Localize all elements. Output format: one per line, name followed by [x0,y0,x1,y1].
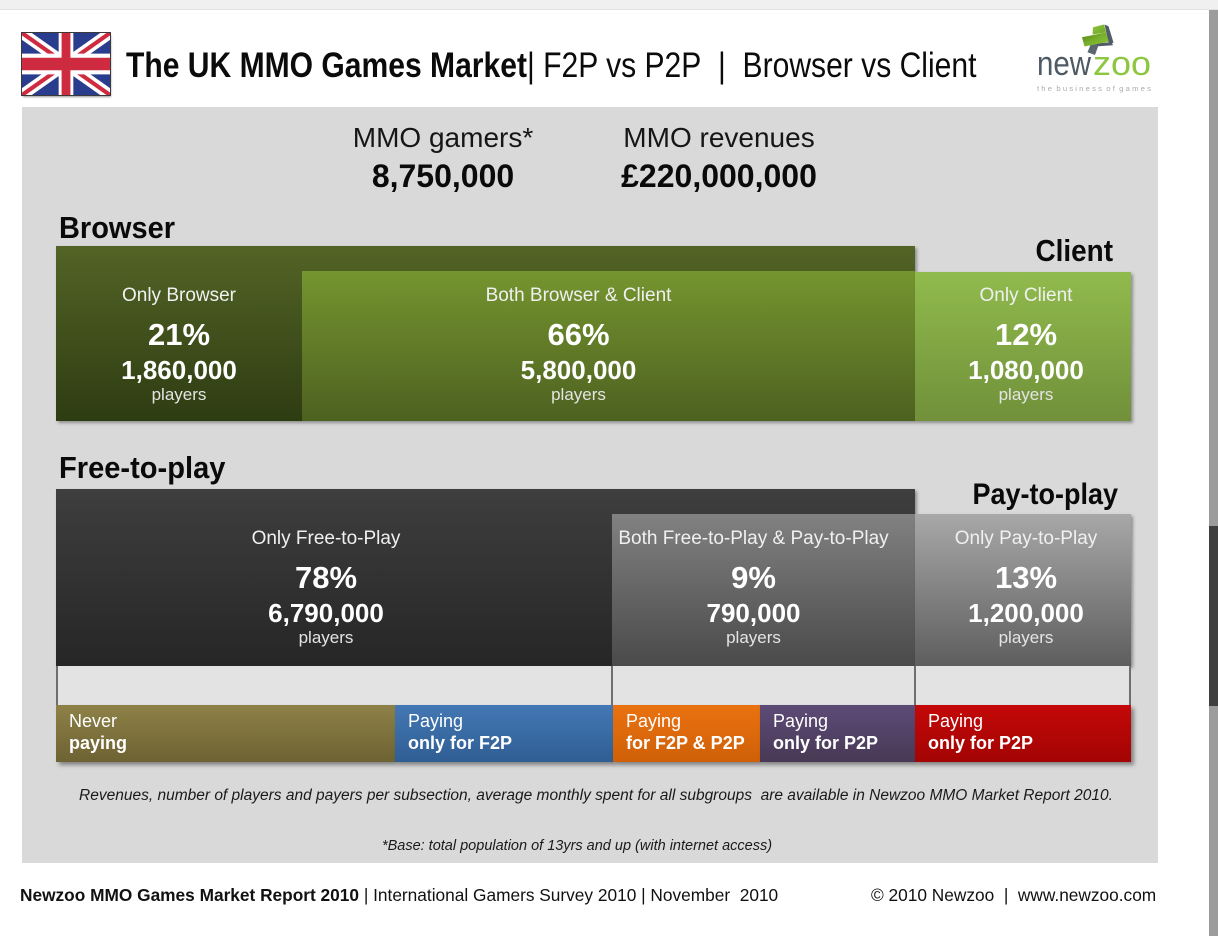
svg-text:t h e b u s i n e s s o f g: t h e b u s i n e s s o f g a m e s [1037,84,1151,93]
svg-text:zoo: zoo [1093,45,1151,83]
svg-text:new: new [1037,45,1091,83]
